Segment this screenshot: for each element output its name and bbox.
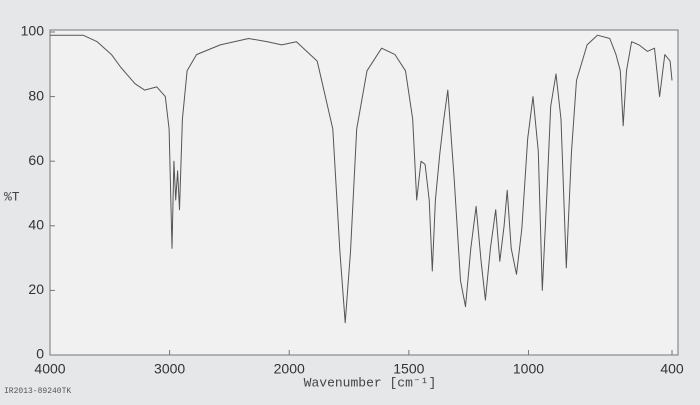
x-tick-label: 2000 <box>274 361 305 377</box>
y-tick-label: 80 <box>28 87 44 103</box>
x-tick-label: 400 <box>660 361 684 377</box>
y-tick-label: 60 <box>28 152 44 168</box>
y-tick-label: 0 <box>36 346 44 362</box>
x-tick-label: 3000 <box>154 361 185 377</box>
y-axis-label: %T <box>4 189 20 204</box>
x-tick-label: 1000 <box>513 361 544 377</box>
spectrum-line <box>50 34 673 324</box>
y-tick-label: 40 <box>28 217 44 233</box>
y-tick-label: 100 <box>21 23 45 39</box>
footnote: IR2013-89240TK <box>4 387 71 396</box>
plot-frame <box>49 29 679 356</box>
y-tick-label: 20 <box>28 281 44 297</box>
x-tick-label: 1500 <box>393 361 424 377</box>
x-tick-label: 4000 <box>34 361 65 377</box>
x-axis-label: Wavenumber [cm⁻¹] <box>304 375 437 390</box>
